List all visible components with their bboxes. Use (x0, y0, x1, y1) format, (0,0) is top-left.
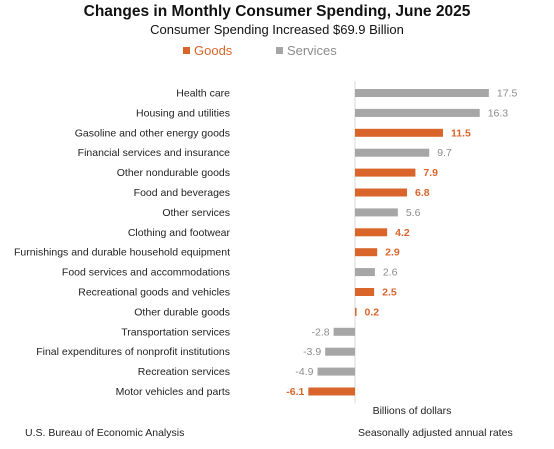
category-label: Motor vehicles and parts (116, 386, 230, 398)
data-label: 9.7 (437, 147, 452, 159)
category-label: Gasoline and other energy goods (75, 127, 230, 139)
source-note: U.S. Bureau of Economic Analysis (25, 427, 185, 439)
category-label: Final expenditures of nonprofit institut… (36, 346, 230, 358)
legend-swatch-services (275, 47, 283, 54)
bar (355, 288, 375, 296)
data-label: -3.9 (303, 346, 321, 358)
chart-legend: Goods Services (183, 43, 377, 58)
data-label: 4.2 (395, 227, 410, 239)
bar (355, 108, 480, 117)
legend-label-services: Services (286, 43, 337, 58)
category-label: Financial services and insurance (78, 147, 230, 159)
legend-label-goods: Goods (194, 43, 233, 58)
bar (325, 347, 355, 356)
data-label: -4.9 (295, 366, 313, 378)
data-label: 11.5 (451, 127, 471, 139)
category-label: Food services and accommodations (62, 267, 230, 279)
data-label: 6.8 (415, 187, 430, 199)
bar (308, 387, 355, 396)
category-label: Other durable goods (134, 306, 230, 318)
data-label: 0.2 (365, 306, 380, 318)
category-label: Food and beverages (134, 187, 230, 199)
data-label: 7.9 (423, 167, 438, 179)
bar (355, 268, 375, 277)
category-label: Health care (176, 88, 230, 100)
category-label: Recreation services (138, 366, 230, 378)
data-label: -6.1 (286, 386, 304, 398)
legend-item-services: Services (275, 43, 337, 58)
bar (355, 128, 443, 137)
data-label: 17.5 (497, 88, 518, 100)
bar (355, 307, 357, 316)
category-label: Clothing and footwear (128, 227, 231, 239)
legend-item-goods: Goods (183, 43, 232, 58)
category-label: Other nondurable goods (117, 167, 230, 179)
x-axis-label: Billions of dollars (372, 405, 452, 417)
data-label: -2.8 (311, 326, 329, 338)
seasonal-note: Seasonally adjusted annual rates (358, 427, 513, 439)
category-label: Housing and utilities (136, 107, 230, 119)
data-label: 16.3 (488, 107, 509, 119)
data-label: 2.6 (383, 267, 398, 279)
bar (355, 208, 398, 217)
category-label: Other services (162, 207, 230, 219)
category-label: Furnishings and durable household equipm… (14, 247, 230, 259)
bar (355, 89, 489, 97)
bar (355, 248, 378, 257)
bar (355, 188, 408, 197)
data-label: 2.9 (385, 247, 400, 259)
category-label: Recreational goods and vehicles (78, 287, 230, 299)
bar (355, 148, 430, 157)
chart-title: Changes in Monthly Consumer Spending, Ju… (83, 3, 471, 20)
category-label: Transportation services (121, 326, 230, 338)
data-label: 5.6 (406, 207, 421, 219)
data-label: 2.5 (382, 287, 397, 299)
legend-swatch-goods (183, 47, 190, 54)
bar (317, 367, 355, 376)
bar (355, 168, 416, 177)
chart-subtitle: Consumer Spending Increased $69.9 Billio… (150, 22, 404, 37)
bar (355, 228, 388, 237)
bar (333, 327, 355, 336)
